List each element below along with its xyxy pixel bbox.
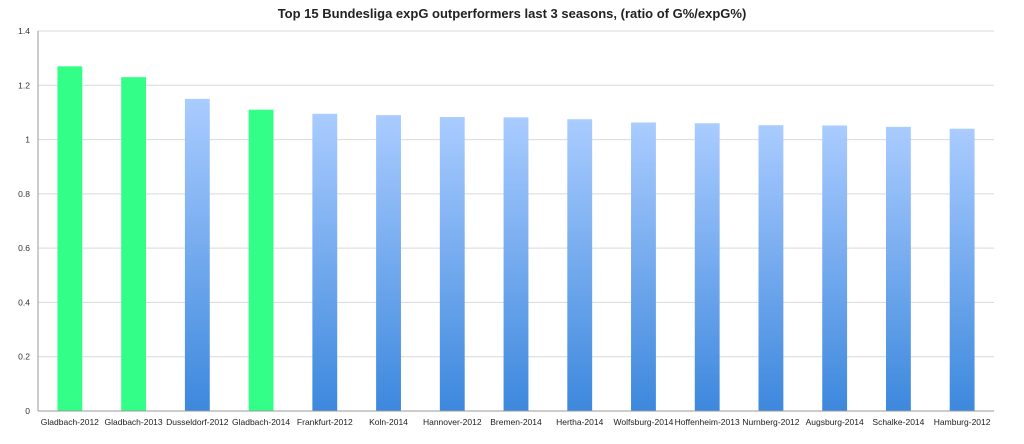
y-tick-label: 0.8 (18, 189, 30, 199)
bar (885, 126, 911, 412)
bar (503, 117, 529, 412)
y-tick-label: 1 (25, 135, 30, 145)
x-category-label: Bremen-2014 (490, 417, 542, 427)
x-category-label: Frankfurt-2012 (297, 417, 353, 427)
bar (248, 109, 274, 411)
bar (312, 113, 338, 412)
y-tick-label: 1.4 (18, 26, 30, 36)
x-category-label: Augsburg-2014 (806, 417, 864, 427)
x-category-label: Gladbach-2012 (41, 417, 99, 427)
bar (694, 123, 720, 412)
x-category-label: Hoffenheim-2013 (675, 417, 740, 427)
x-category-label: Hannover-2012 (423, 417, 482, 427)
x-category-label: Gladbach-2014 (232, 417, 290, 427)
axis-layer: 0 0.2 0.4 0.6 0.8 1 1.2 1.4 Gladbach-2012 Gladbac… (18, 26, 994, 427)
y-tick-label: 0.6 (18, 243, 30, 253)
bar (631, 122, 656, 411)
bar (758, 125, 784, 411)
bar-layer (57, 66, 975, 412)
x-category-label: Hertha-2014 (556, 417, 604, 427)
x-category-label: Wolfsburg-2014 (614, 417, 674, 427)
y-tick-label: 0.2 (18, 352, 30, 362)
chart-title: Top 15 Bundesliga expG outperformers las… (277, 6, 747, 21)
y-tick-label: 1.2 (18, 80, 30, 90)
y-tick-label: 0 (25, 406, 30, 416)
bar (822, 125, 848, 411)
bar (184, 98, 210, 411)
bar (949, 128, 975, 411)
x-category-label: Schalke-2014 (872, 417, 924, 427)
y-tick-label: 0.4 (18, 297, 30, 307)
bar (439, 117, 465, 412)
x-category-label: Gladbach-2013 (105, 417, 163, 427)
bar (121, 77, 147, 412)
x-category-label: Dusseldorf-2012 (166, 417, 229, 427)
x-category-label: Hamburg-2012 (934, 417, 991, 427)
bar (57, 66, 83, 412)
bar (376, 115, 401, 412)
x-category-label: Koln-2014 (369, 417, 408, 427)
bar (567, 119, 593, 411)
x-category-label: Nurnberg-2012 (742, 417, 799, 427)
